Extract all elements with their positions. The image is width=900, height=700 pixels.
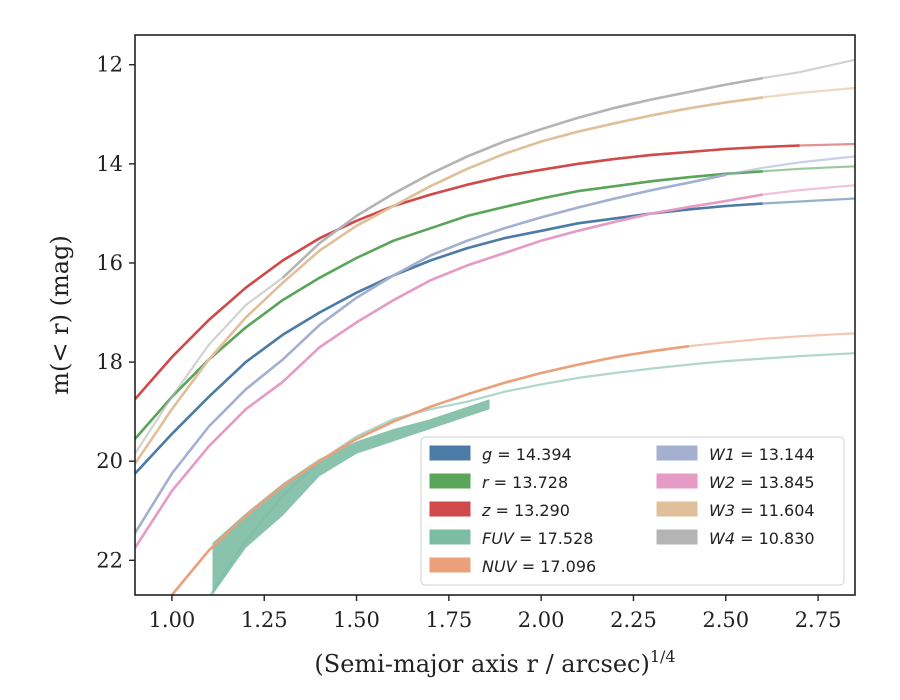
legend-label-value: = 17.096 bbox=[517, 557, 597, 576]
legend-swatch bbox=[656, 473, 698, 489]
series-r-line bbox=[135, 165, 855, 440]
legend-label: r = 13.728 bbox=[482, 473, 568, 492]
legend-label: NUV = 17.096 bbox=[482, 557, 596, 576]
legend-label-band: g bbox=[482, 445, 492, 464]
y-tick-label: 22 bbox=[96, 548, 123, 572]
legend-swatch bbox=[429, 473, 471, 489]
x-tick-label: 2.25 bbox=[610, 608, 657, 632]
legend-label-value: = 13.144 bbox=[735, 445, 815, 464]
legend-label-band: W1 bbox=[709, 445, 735, 464]
series-z bbox=[135, 142, 855, 401]
y-tick-label: 20 bbox=[96, 449, 123, 473]
series-w3 bbox=[135, 86, 855, 465]
legend-item-w3: W3 = 11.604 bbox=[656, 501, 815, 520]
legend-label-band: W2 bbox=[709, 473, 735, 492]
legend-label-band: z bbox=[481, 501, 491, 520]
legend-item-fuv: FUV = 17.528 bbox=[429, 529, 593, 548]
legend-swatch bbox=[656, 529, 698, 545]
legend-label-value: = 17.528 bbox=[514, 529, 594, 548]
x-axis-label-main: (Semi-major axis r / arcsec) bbox=[314, 650, 649, 678]
legend-swatch bbox=[429, 529, 471, 545]
x-tick-label: 2.75 bbox=[795, 608, 842, 632]
legend-item-r: r = 13.728 bbox=[429, 473, 568, 492]
legend-label: z = 13.290 bbox=[481, 501, 570, 520]
y-axis-label: m(< r) (mag) bbox=[46, 235, 74, 394]
legend-label-band: W3 bbox=[709, 501, 735, 520]
legend-label: W4 = 10.830 bbox=[709, 529, 815, 548]
legend-frame bbox=[420, 436, 845, 586]
x-tick-label: 1.50 bbox=[333, 608, 380, 632]
series-w2 bbox=[135, 184, 855, 549]
legend-label: g = 14.394 bbox=[482, 445, 572, 464]
series-g bbox=[135, 197, 855, 475]
legend-item-w4: W4 = 10.830 bbox=[656, 529, 815, 548]
y-tick-label: 12 bbox=[96, 53, 123, 77]
series-w2-line-core bbox=[135, 193, 763, 549]
series-fuv-line bbox=[209, 352, 855, 595]
legend-swatch bbox=[429, 501, 471, 517]
series-w4-line-core bbox=[281, 76, 763, 279]
x-axis: 1.00 1.25 1.50 1.75 2.00 2.25 2.50 2.75 bbox=[149, 595, 842, 632]
series-w4 bbox=[135, 58, 855, 455]
legend-label-value: = 13.728 bbox=[489, 473, 569, 492]
series-w3-line-core bbox=[135, 96, 763, 465]
legend-item-z: z = 13.290 bbox=[429, 501, 570, 520]
legend-label-value: = 13.845 bbox=[735, 473, 815, 492]
legend-label-band: NUV bbox=[482, 557, 518, 576]
series-z-line-core bbox=[135, 144, 800, 401]
series-z-line bbox=[135, 142, 855, 400]
legend-label: FUV = 17.528 bbox=[482, 529, 593, 548]
legend-swatch bbox=[656, 501, 698, 517]
legend-swatch bbox=[429, 557, 471, 573]
x-tick-label: 1.75 bbox=[425, 608, 472, 632]
legend-label-value: = 13.290 bbox=[490, 501, 570, 520]
y-axis: 12 14 16 18 20 22 bbox=[96, 53, 135, 572]
legend-item-w2: W2 = 13.845 bbox=[656, 473, 815, 492]
series-g-line-core bbox=[135, 202, 763, 475]
legend-label: W1 = 13.144 bbox=[709, 445, 815, 464]
legend-label: W2 = 13.845 bbox=[709, 473, 815, 492]
legend-label-value: = 10.830 bbox=[735, 529, 815, 548]
legend-item-g: g = 14.394 bbox=[429, 445, 572, 464]
plot-frame bbox=[134, 34, 856, 596]
legend-label: W3 = 11.604 bbox=[709, 501, 815, 520]
series-w1 bbox=[135, 155, 855, 534]
x-tick-label: 1.25 bbox=[241, 608, 288, 632]
legend-label-band: FUV bbox=[482, 529, 515, 548]
legend-swatch bbox=[429, 445, 471, 461]
x-tick-label: 2.50 bbox=[702, 608, 749, 632]
legend-label-value: = 14.394 bbox=[492, 445, 572, 464]
plot-area bbox=[135, 58, 855, 595]
legend-swatch bbox=[656, 445, 698, 461]
legend-label-value: = 11.604 bbox=[735, 501, 815, 520]
y-tick-label: 14 bbox=[96, 152, 123, 176]
series-w1-line-core bbox=[135, 173, 727, 534]
x-axis-label-exponent: 1/4 bbox=[650, 647, 676, 666]
series-nuv-line-core bbox=[170, 344, 689, 595]
y-tick-label: 16 bbox=[96, 251, 123, 275]
legend-label-band: W4 bbox=[709, 529, 735, 548]
series-r bbox=[135, 165, 855, 440]
x-tick-label: 2.00 bbox=[518, 608, 565, 632]
legend-item-w1: W1 = 13.144 bbox=[656, 445, 815, 464]
legend-label-band: r bbox=[482, 473, 490, 492]
legend-item-nuv: NUV = 17.096 bbox=[429, 557, 596, 576]
x-tick-label: 1.00 bbox=[149, 608, 196, 632]
y-tick-label: 18 bbox=[96, 350, 123, 374]
series-r-line-core bbox=[135, 170, 763, 440]
series-nuv bbox=[170, 332, 855, 595]
x-axis-label: (Semi-major axis r / arcsec)1/4 bbox=[314, 647, 675, 678]
